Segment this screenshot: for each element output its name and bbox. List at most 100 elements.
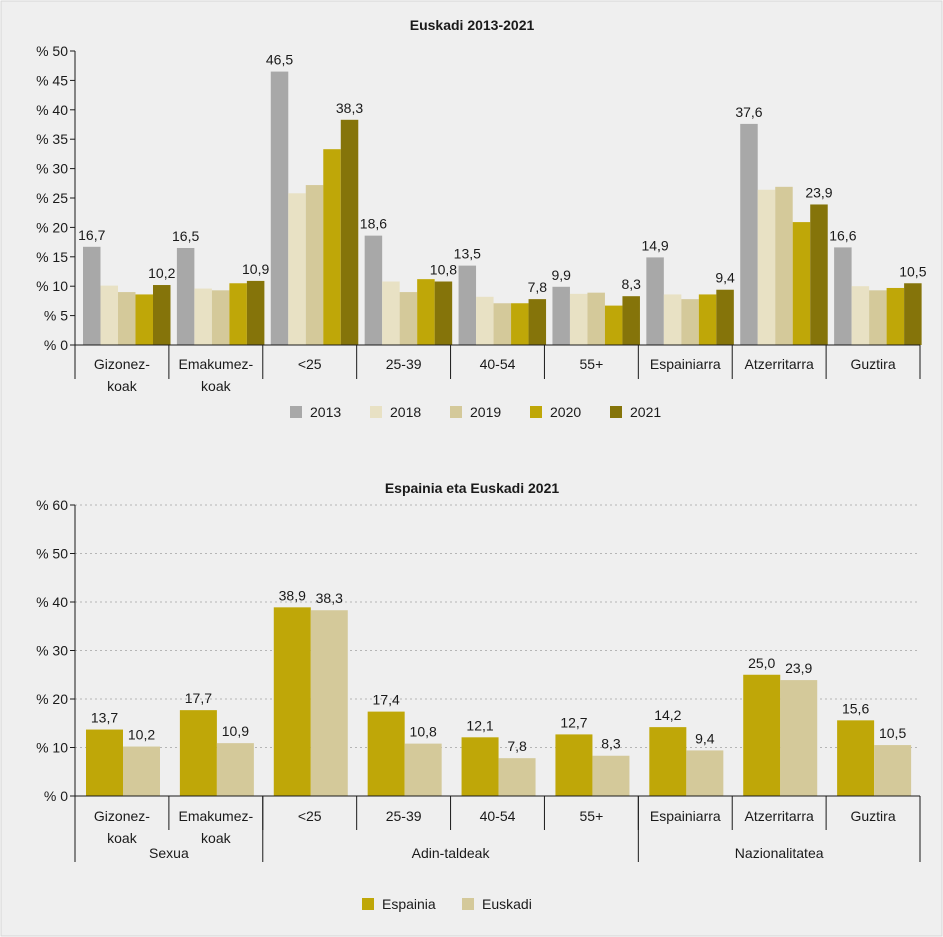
bar bbox=[646, 257, 664, 345]
legend-label: 2018 bbox=[390, 404, 421, 420]
bar bbox=[118, 292, 136, 345]
data-label: 17,7 bbox=[185, 690, 212, 706]
category-label: koak bbox=[201, 378, 232, 394]
bar bbox=[211, 290, 230, 345]
y-tick-label: % 10 bbox=[36, 278, 68, 294]
data-label: 38,3 bbox=[316, 590, 343, 606]
data-label: 12,7 bbox=[560, 714, 587, 730]
bar bbox=[834, 247, 852, 345]
bar bbox=[837, 720, 875, 796]
data-label: 9,4 bbox=[695, 730, 715, 746]
data-labels: 16,710,216,510,946,538,318,610,813,57,89… bbox=[78, 52, 927, 296]
y-tick-label: % 10 bbox=[36, 740, 68, 756]
data-label: 46,5 bbox=[266, 52, 293, 68]
bar bbox=[555, 734, 593, 796]
data-label: 14,9 bbox=[641, 237, 668, 253]
bar bbox=[179, 710, 217, 796]
bar bbox=[434, 281, 453, 345]
group-label: Sexua bbox=[149, 845, 189, 861]
category-label: koak bbox=[201, 830, 232, 846]
legend-swatch bbox=[370, 406, 382, 418]
bar bbox=[743, 674, 781, 796]
data-label: 9,9 bbox=[551, 267, 571, 283]
data-label: 14,2 bbox=[654, 707, 681, 723]
y-tick-label: % 50 bbox=[36, 43, 68, 59]
group-label: Nazionalitatea bbox=[735, 845, 824, 861]
legend-label: 2021 bbox=[630, 404, 661, 420]
category-label: <25 bbox=[298, 356, 322, 372]
data-label: 10,5 bbox=[879, 725, 906, 741]
bar bbox=[305, 185, 324, 345]
bar bbox=[135, 294, 153, 345]
y-tick-label: % 20 bbox=[36, 691, 68, 707]
legend-label: 2020 bbox=[550, 404, 581, 420]
legend: 2013 2018 2019 2020 2021 bbox=[290, 404, 661, 420]
category-label: Espainiarra bbox=[650, 356, 721, 372]
legend-swatch bbox=[450, 406, 462, 418]
bar bbox=[246, 280, 265, 345]
chart-espainia-euskadi-2021: Espainia eta Euskadi 2021 % 0 % 10 % 20 % 3… bbox=[36, 480, 921, 912]
bar bbox=[740, 123, 758, 345]
y-tick-label: % 5 bbox=[44, 308, 68, 324]
legend-label: 2013 bbox=[310, 404, 341, 420]
legend-swatch bbox=[610, 406, 622, 418]
bar bbox=[216, 743, 254, 796]
y-tick-label: % 0 bbox=[44, 788, 68, 804]
y-tick-label: % 35 bbox=[36, 131, 68, 147]
data-label: 10,8 bbox=[430, 261, 457, 277]
legend-label: Espainia bbox=[382, 896, 436, 912]
bar bbox=[686, 750, 724, 796]
bar bbox=[86, 729, 123, 796]
bar bbox=[851, 286, 870, 345]
category-label: Gizonez- bbox=[94, 356, 150, 372]
chart-title: Espainia eta Euskadi 2021 bbox=[385, 480, 560, 496]
chart-title: Euskadi 2013-2021 bbox=[410, 17, 535, 33]
bar bbox=[681, 299, 699, 345]
data-label: 17,4 bbox=[373, 692, 400, 708]
bar bbox=[493, 303, 512, 345]
data-label: 13,5 bbox=[454, 246, 481, 262]
bar bbox=[229, 283, 247, 345]
data-label: 10,2 bbox=[148, 265, 175, 281]
data-label: 13,7 bbox=[91, 710, 118, 726]
category-label: 55+ bbox=[580, 808, 604, 824]
category-label: Guztira bbox=[850, 356, 895, 372]
legend-swatch bbox=[462, 898, 474, 910]
y-tick-label: % 0 bbox=[44, 337, 68, 353]
bar bbox=[622, 296, 640, 345]
bar bbox=[417, 279, 435, 345]
category-label: 40-54 bbox=[480, 356, 516, 372]
bar bbox=[273, 607, 311, 796]
bar bbox=[552, 286, 570, 345]
bar bbox=[83, 246, 101, 345]
group-label: Adin-taldeak bbox=[412, 845, 491, 861]
bar bbox=[663, 294, 682, 345]
data-label: 10,5 bbox=[899, 263, 926, 279]
bar bbox=[323, 149, 341, 345]
category-label: koak bbox=[107, 378, 138, 394]
data-label: 7,8 bbox=[507, 738, 527, 754]
bar bbox=[874, 745, 912, 796]
legend-swatch bbox=[362, 898, 374, 910]
bar bbox=[587, 292, 605, 345]
bar bbox=[886, 287, 905, 345]
legend-label: Euskadi bbox=[482, 896, 532, 912]
y-tick-label: % 30 bbox=[36, 643, 68, 659]
data-label: 38,3 bbox=[336, 100, 363, 116]
x-axis-groups: Sexua Adin-taldeak Nazionalitatea bbox=[149, 845, 824, 861]
y-tick-label: % 60 bbox=[36, 497, 68, 513]
axes bbox=[70, 50, 921, 379]
category-label: Emakumez- bbox=[178, 808, 253, 824]
bar bbox=[100, 285, 118, 345]
legend: Espainia Euskadi bbox=[362, 896, 532, 912]
data-label: 10,2 bbox=[128, 727, 155, 743]
category-label: Emakumez- bbox=[178, 356, 253, 372]
data-label: 10,8 bbox=[410, 724, 437, 740]
category-label: 40-54 bbox=[480, 808, 516, 824]
bar bbox=[780, 680, 818, 796]
bar bbox=[458, 265, 477, 345]
legend-label: 2019 bbox=[470, 404, 501, 420]
y-tick-label: % 30 bbox=[36, 161, 68, 177]
bar bbox=[153, 285, 171, 345]
